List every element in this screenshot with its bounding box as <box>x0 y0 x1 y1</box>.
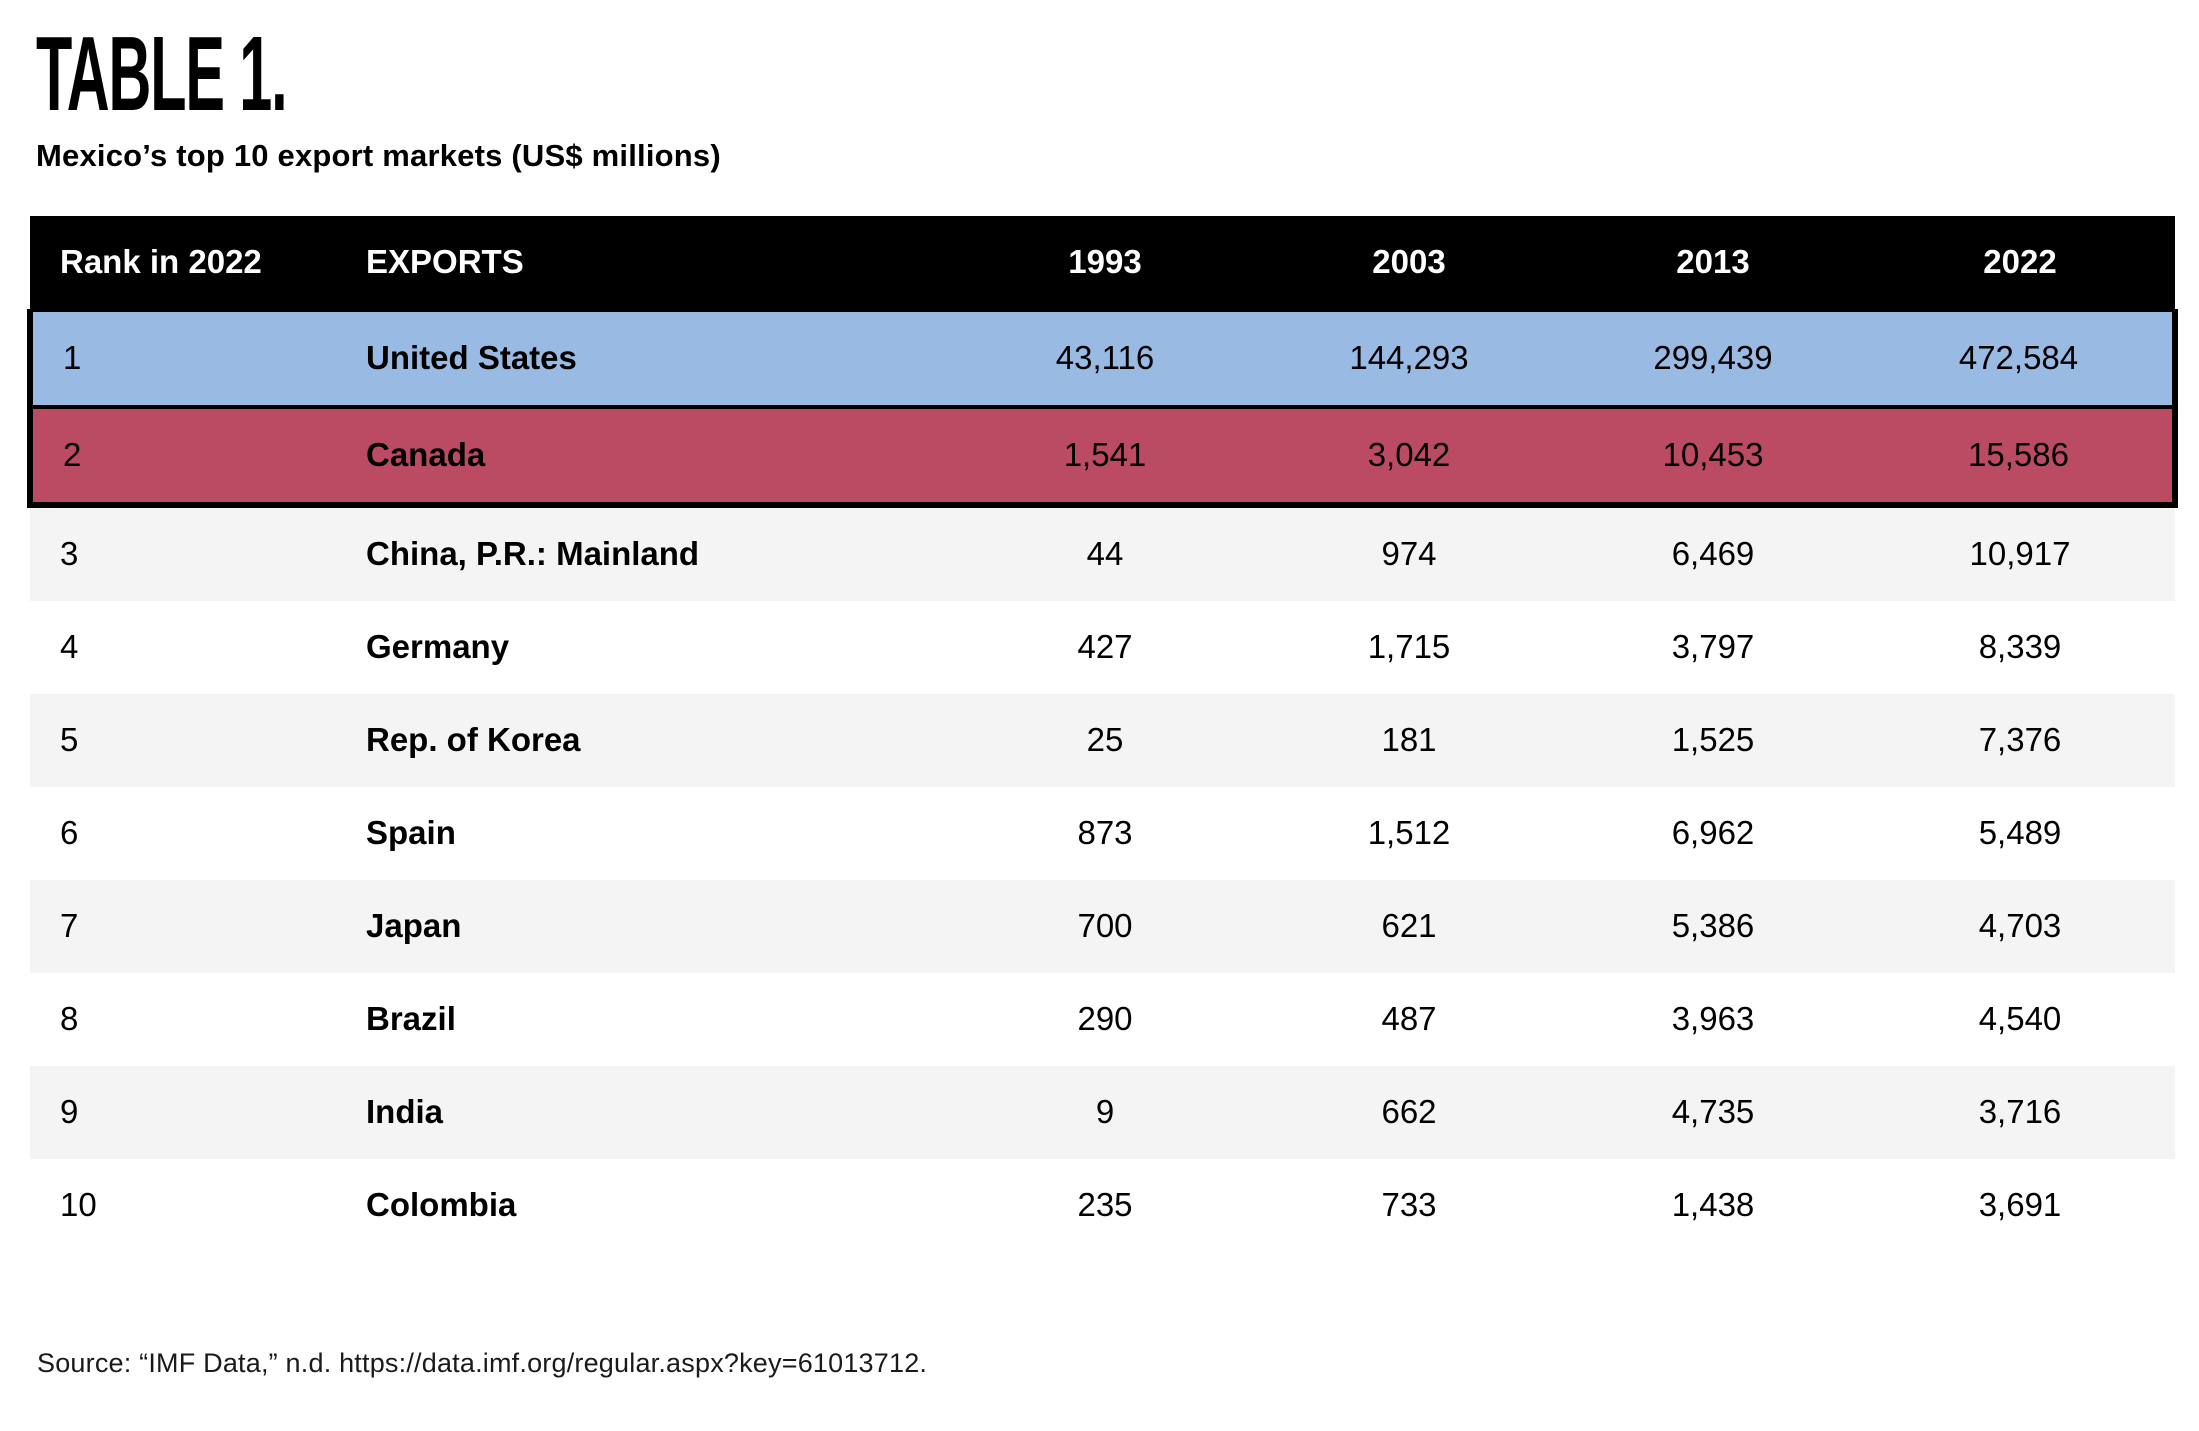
table-row-china: 3 China, P.R.: Mainland 44 974 6,469 10,… <box>30 504 2175 601</box>
value-cell-2013: 10,453 <box>1561 406 1865 508</box>
country-cell: India <box>366 1093 444 1131</box>
value-cell-2003: 974 <box>1381 535 1437 573</box>
rank-cell: 3 <box>60 535 79 573</box>
value-cell-2013: 6,962 <box>1671 814 1755 852</box>
document-header: TABLE 1. Mexico’s top 10 export markets … <box>0 0 2199 174</box>
value-cell-1993: 25 <box>1086 721 1124 759</box>
header-cell-rank: Rank in 2022 <box>60 243 262 281</box>
value-cell-2022: 15,586 <box>1865 406 2178 508</box>
header-cell-2022: 2022 <box>1983 243 2057 281</box>
value-cell-2013: 1,438 <box>1671 1186 1755 1224</box>
table-row-colombia: 10 Colombia 235 733 1,438 3,691 <box>30 1159 2175 1252</box>
value-cell-2013: 299,439 <box>1561 308 1865 409</box>
value-cell-1993: 1,541 <box>953 406 1257 508</box>
header-cell-exports: EXPORTS <box>366 243 524 281</box>
country-cell: Canada <box>350 406 953 508</box>
value-cell-2013: 4,735 <box>1671 1093 1755 1131</box>
rank-cell: 7 <box>60 907 79 945</box>
value-cell-2003: 662 <box>1381 1093 1437 1131</box>
rank-cell: 2 <box>27 406 350 508</box>
value-cell-2013: 6,469 <box>1671 535 1755 573</box>
value-cell-2022: 7,376 <box>1978 721 2062 759</box>
rank-cell: 10 <box>60 1186 97 1224</box>
table-row-india: 9 India 9 662 4,735 3,716 <box>30 1065 2175 1159</box>
rank-cell: 9 <box>60 1093 79 1131</box>
country-cell: Rep. of Korea <box>366 721 581 759</box>
value-cell-2022: 4,540 <box>1978 1000 2062 1038</box>
value-cell-2003: 1,715 <box>1367 628 1451 666</box>
value-cell-1993: 700 <box>1077 907 1133 945</box>
value-cell-2003: 1,512 <box>1367 814 1451 852</box>
table-row-germany: 4 Germany 427 1,715 3,797 8,339 <box>30 601 2175 694</box>
value-cell-2022: 4,703 <box>1978 907 2062 945</box>
country-cell: Colombia <box>366 1186 517 1224</box>
country-cell: Germany <box>366 628 510 666</box>
table-row-spain: 6 Spain 873 1,512 6,962 5,489 <box>30 787 2175 880</box>
value-cell-2003: 181 <box>1381 721 1437 759</box>
country-cell: Spain <box>366 814 456 852</box>
value-cell-1993: 9 <box>1095 1093 1115 1131</box>
value-cell-2003: 144,293 <box>1257 308 1561 409</box>
value-cell-2013: 3,963 <box>1671 1000 1755 1038</box>
rank-cell: 5 <box>60 721 79 759</box>
value-cell-2013: 5,386 <box>1671 907 1755 945</box>
country-cell: China, P.R.: Mainland <box>366 535 700 573</box>
table-header-row: Rank in 2022 EXPORTS 1993 2003 2013 2022 <box>30 215 2175 311</box>
country-cell: Japan <box>366 907 462 945</box>
value-cell-1993: 43,116 <box>953 308 1257 409</box>
header-cell-2003: 2003 <box>1372 243 1446 281</box>
page-title: TABLE 1. <box>36 15 288 133</box>
header-cell-2013: 2013 <box>1676 243 1750 281</box>
value-cell-1993: 427 <box>1077 628 1133 666</box>
value-cell-2003: 621 <box>1381 907 1437 945</box>
source-note: Source: “IMF Data,” n.d. https://data.im… <box>37 1348 928 1378</box>
value-cell-2013: 3,797 <box>1671 628 1755 666</box>
value-cell-2022: 10,917 <box>1969 535 2071 573</box>
table-row-japan: 7 Japan 700 621 5,386 4,703 <box>30 879 2175 973</box>
export-table: Rank in 2022 EXPORTS 1993 2003 2013 2022… <box>27 215 2178 1252</box>
value-cell-2003: 733 <box>1381 1186 1437 1224</box>
rank-cell: 4 <box>60 628 79 666</box>
value-cell-2022: 8,339 <box>1978 628 2062 666</box>
country-cell: United States <box>350 308 953 409</box>
header-cell-1993: 1993 <box>1068 243 1142 281</box>
table-row-canada: 2 Canada 1,541 3,042 10,453 15,586 <box>27 406 2178 508</box>
table-row-brazil: 8 Brazil 290 487 3,963 4,540 <box>30 973 2175 1066</box>
rank-cell: 8 <box>60 1000 79 1038</box>
country-cell: Brazil <box>366 1000 456 1038</box>
value-cell-2003: 3,042 <box>1257 406 1561 508</box>
value-cell-1993: 290 <box>1077 1000 1133 1038</box>
value-cell-1993: 44 <box>1086 535 1124 573</box>
value-cell-2022: 3,691 <box>1978 1186 2062 1224</box>
value-cell-1993: 235 <box>1077 1186 1133 1224</box>
rank-cell: 6 <box>60 814 79 852</box>
rank-cell: 1 <box>27 308 350 409</box>
table-row-united-states: 1 United States 43,116 144,293 299,439 4… <box>27 308 2178 409</box>
value-cell-2013: 1,525 <box>1671 721 1755 759</box>
value-cell-1993: 873 <box>1077 814 1133 852</box>
value-cell-2003: 487 <box>1381 1000 1437 1038</box>
value-cell-2022: 5,489 <box>1978 814 2062 852</box>
table-row-korea: 5 Rep. of Korea 25 181 1,525 7,376 <box>30 693 2175 787</box>
value-cell-2022: 472,584 <box>1865 308 2178 409</box>
page-subtitle: Mexico’s top 10 export markets (US$ mill… <box>36 137 721 173</box>
value-cell-2022: 3,716 <box>1978 1093 2062 1131</box>
